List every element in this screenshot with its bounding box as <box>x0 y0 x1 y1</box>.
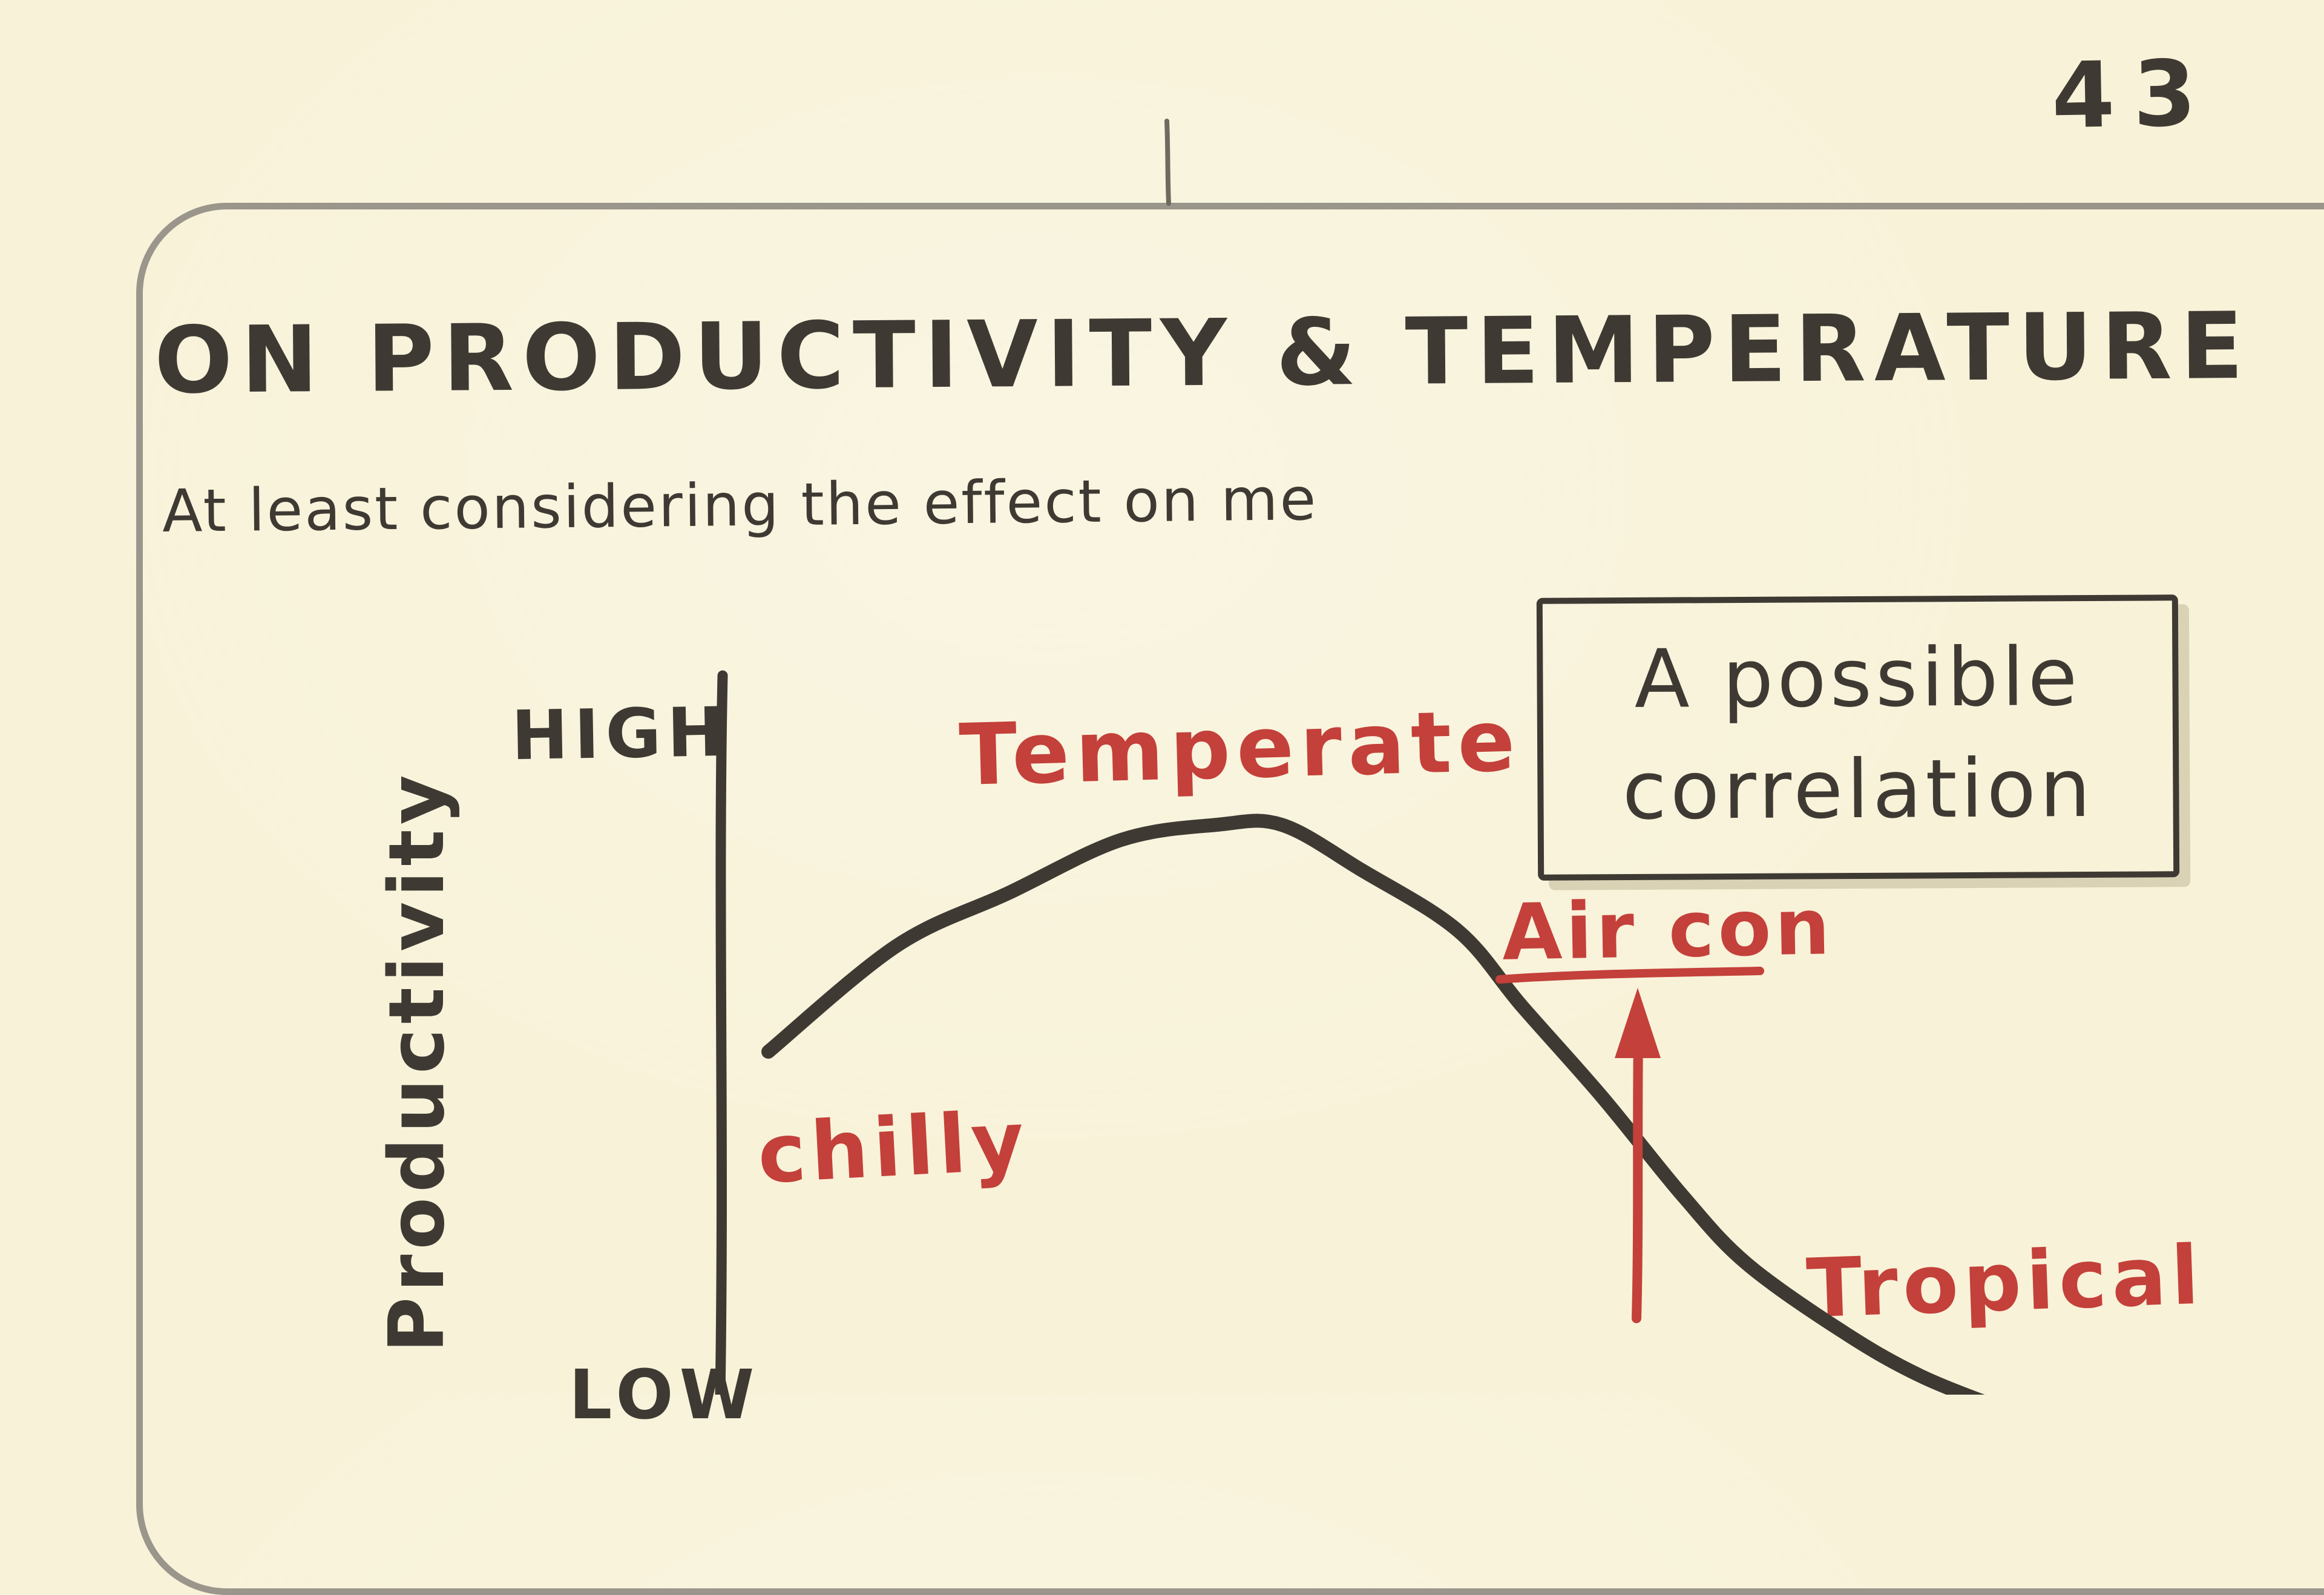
y-axis-title: Productivity <box>372 770 461 1353</box>
zone-label-chilly: chilly <box>755 1093 1031 1202</box>
zone-label-temperate: Temperate <box>958 691 1523 806</box>
axis-label-low: LOW <box>569 1356 761 1435</box>
page-number: 43 <box>2050 41 2216 150</box>
frame-top-tick <box>1164 119 1171 206</box>
callout-box: A possible correlation <box>1536 594 2180 881</box>
sketch-subtitle: At least considering the effect on me <box>162 465 1318 545</box>
callout-line-1: A possible <box>1634 631 2081 726</box>
zone-label-aircon: Air con <box>1501 882 1834 978</box>
axis-label-high: HIGH <box>510 692 731 776</box>
zone-label-tropical: Tropical <box>1805 1228 2205 1337</box>
callout-line-2: correlation <box>1622 742 2095 838</box>
sketch-title: ON PRODUCTIVITY & TEMPERATURE <box>154 292 2253 415</box>
